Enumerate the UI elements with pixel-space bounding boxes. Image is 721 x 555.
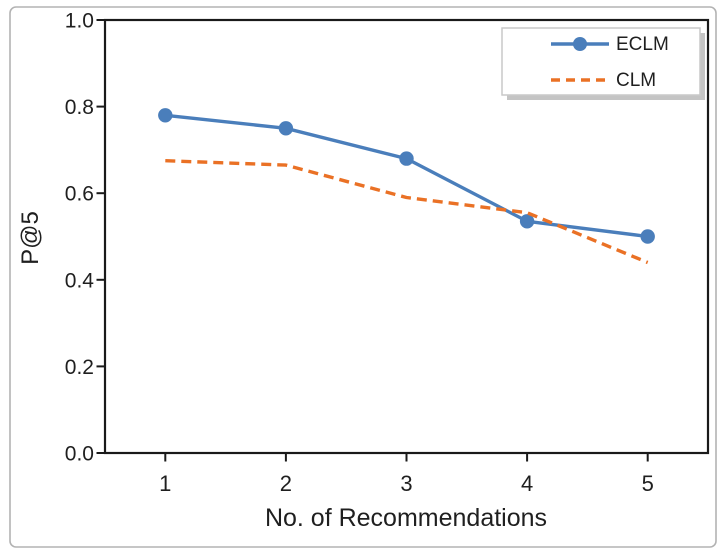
data-point-eclm-1 — [158, 108, 173, 123]
x-axis-ticks — [164, 453, 649, 462]
legend-item-eclm: ECLM — [551, 34, 669, 55]
legend-label-eclm: ECLM — [616, 34, 669, 55]
legend: ECLM CLM — [501, 27, 705, 100]
legend-box — [501, 27, 701, 96]
x-tick-label: 3 — [400, 471, 412, 496]
x-tick-label: 5 — [642, 471, 654, 496]
y-tick-label: 0.6 — [65, 183, 94, 206]
x-tick-label: 2 — [280, 471, 292, 496]
series-clm — [165, 159, 649, 265]
data-point-eclm-5 — [640, 229, 655, 244]
y-tick-label: 0.2 — [65, 356, 94, 379]
legend-marker-eclm — [573, 37, 587, 51]
legend-item-clm: CLM — [551, 70, 656, 91]
x-axis-title: No. of Recommendations — [265, 504, 547, 532]
data-point-eclm-3 — [399, 151, 414, 166]
y-axis-ticks — [96, 19, 105, 454]
y-tick-label: 0.4 — [65, 269, 95, 292]
y-tick-label: 0.0 — [65, 443, 94, 466]
series-line-clm — [165, 159, 649, 265]
series-eclm — [158, 108, 655, 244]
data-point-eclm-4 — [519, 214, 535, 229]
x-tick-label: 4 — [521, 471, 533, 496]
x-axis-labels: 1 2 3 4 5 — [159, 471, 654, 496]
y-axis-labels: 1.0 0.8 0.6 0.4 0.2 0.0 — [65, 10, 95, 466]
x-tick-label: 1 — [159, 471, 171, 496]
y-tick-label: 1.0 — [65, 10, 94, 33]
y-axis-title: P@5 — [17, 211, 44, 265]
figure-border — [9, 6, 717, 548]
y-tick-label: 0.8 — [65, 96, 94, 119]
data-point-eclm-2 — [278, 121, 294, 136]
legend-label-clm: CLM — [616, 70, 656, 91]
